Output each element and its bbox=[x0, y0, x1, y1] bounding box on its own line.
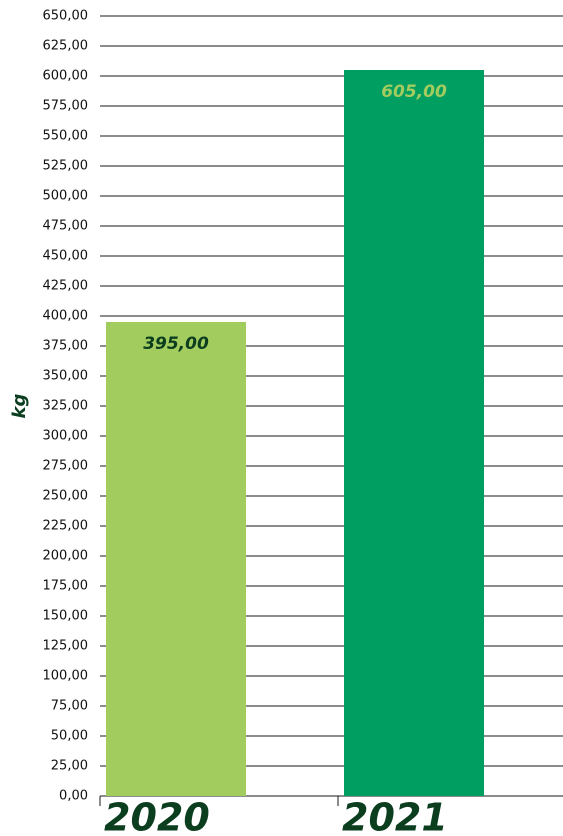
y-tick-label: 450,00 bbox=[43, 249, 89, 264]
y-tick-label: 625,00 bbox=[43, 39, 89, 54]
y-tick-label: 125,00 bbox=[43, 639, 89, 654]
y-tick-label: 650,00 bbox=[43, 9, 89, 24]
y-tick-label: 400,00 bbox=[43, 309, 89, 324]
y-tick-label: 375,00 bbox=[43, 339, 89, 354]
y-tick-label: 325,00 bbox=[43, 399, 89, 414]
y-tick-label: 250,00 bbox=[43, 489, 89, 504]
y-tick-label: 575,00 bbox=[43, 99, 89, 114]
y-tick-label: 200,00 bbox=[43, 549, 89, 564]
y-tick-label: 475,00 bbox=[43, 219, 89, 234]
y-tick-label: 525,00 bbox=[43, 159, 89, 174]
y-tick-label: 175,00 bbox=[43, 579, 89, 594]
y-tick-label: 275,00 bbox=[43, 459, 89, 474]
y-tick-label: 25,00 bbox=[51, 759, 88, 774]
y-tick-label: 75,00 bbox=[51, 699, 88, 714]
bar bbox=[344, 70, 484, 796]
y-tick-label: 0,00 bbox=[59, 789, 88, 804]
y-tick-label: 500,00 bbox=[43, 189, 89, 204]
y-tick-label: 50,00 bbox=[51, 729, 88, 744]
y-tick-label: 600,00 bbox=[43, 69, 89, 84]
y-tick-label: 425,00 bbox=[43, 279, 89, 294]
y-axis-label: kg bbox=[9, 393, 30, 418]
x-tick-label: 2020 bbox=[104, 796, 210, 836]
y-tick-label: 225,00 bbox=[43, 519, 89, 534]
value-label: 395,00 bbox=[143, 334, 209, 354]
y-tick-label: 150,00 bbox=[43, 609, 89, 624]
value-label: 605,00 bbox=[381, 82, 447, 102]
y-tick-label: 550,00 bbox=[43, 129, 89, 144]
bar bbox=[106, 322, 246, 796]
y-tick-label: 300,00 bbox=[43, 429, 89, 444]
y-tick-label: 350,00 bbox=[43, 369, 89, 384]
y-tick-label: 100,00 bbox=[43, 669, 89, 684]
x-tick-label: 2021 bbox=[342, 796, 448, 836]
